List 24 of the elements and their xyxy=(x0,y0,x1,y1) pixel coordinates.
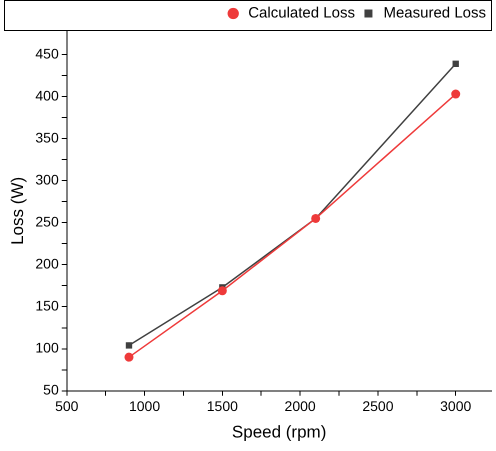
y-tick-label: 250 xyxy=(35,214,59,230)
legend-label: Measured Loss xyxy=(383,4,486,22)
x-axis-title: Speed (rpm) xyxy=(232,422,326,442)
point xyxy=(124,352,134,362)
y-tick-label: 300 xyxy=(35,171,59,188)
x-tick-label: 1500 xyxy=(206,398,238,414)
x-tick-label: 1000 xyxy=(128,398,160,414)
y-tick-label: 100 xyxy=(35,340,59,356)
legend-label: Calculated Loss xyxy=(248,4,355,22)
x-tick-label: 3000 xyxy=(440,398,472,414)
y-axis-title: Loss (W) xyxy=(8,176,27,245)
point xyxy=(451,90,460,99)
x-tick-label: 2000 xyxy=(284,398,316,414)
x-tick-label: 500 xyxy=(55,398,79,414)
point xyxy=(218,286,227,296)
point xyxy=(126,342,132,349)
x-tick-label: 2500 xyxy=(362,398,394,414)
y-tick-label: 200 xyxy=(35,256,59,272)
y-tick-label: 50 xyxy=(43,382,59,398)
y-tick-label: 350 xyxy=(35,129,59,146)
y-tick-label: 450 xyxy=(35,45,59,62)
y-tick-label: 400 xyxy=(35,87,59,104)
point xyxy=(452,60,459,67)
y-tick-label: 150 xyxy=(35,298,59,314)
